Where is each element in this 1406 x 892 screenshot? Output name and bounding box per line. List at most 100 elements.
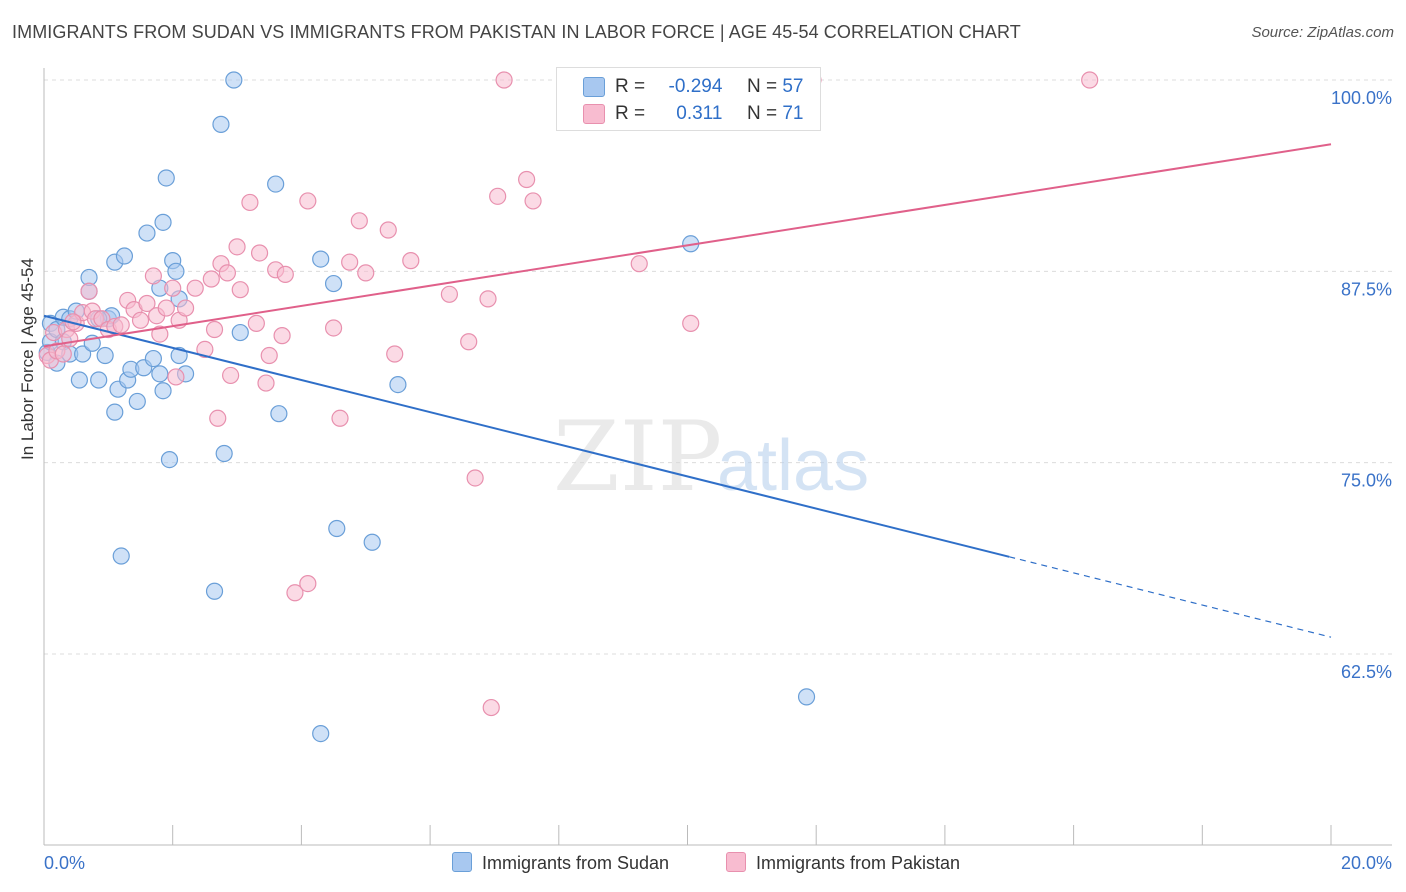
pakistan-point — [218, 264, 236, 282]
legend-row-sudan: R = -0.294 N = 57 — [615, 76, 803, 98]
bottom-legend-swatch-pakistan — [726, 852, 746, 872]
pakistan-point — [176, 299, 195, 317]
pakistan-point — [286, 584, 304, 602]
pakistan-point — [518, 170, 536, 189]
sudan-point — [144, 349, 162, 368]
sudan-point — [170, 346, 188, 365]
sudan-point — [154, 213, 172, 231]
pakistan-point — [260, 346, 278, 365]
sudan-point — [328, 519, 346, 538]
axis-layer — [43, 68, 1392, 846]
pakistan-point — [466, 469, 484, 487]
pakistan-point — [196, 340, 214, 358]
pakistan-point — [186, 279, 204, 297]
pakistan-point — [144, 267, 162, 285]
pakistan-point — [131, 311, 150, 329]
pakistan-point — [231, 281, 249, 299]
pakistan-point — [1081, 71, 1099, 89]
sudan-point — [115, 247, 134, 265]
pakistan-point — [350, 212, 368, 230]
sudan-trend-extension — [1009, 556, 1332, 638]
watermark-zip: ZIP — [553, 401, 722, 513]
pakistan-point — [61, 330, 79, 348]
y-tick-label: 75.0% — [1341, 471, 1392, 491]
pakistan-point — [80, 282, 98, 300]
pakistan-point — [276, 265, 294, 283]
chart-title: IMMIGRANTS FROM SUDAN VS IMMIGRANTS FROM… — [12, 22, 1021, 42]
pakistan-point — [402, 252, 420, 270]
bottom-legend-label-sudan: Immigrants from Sudan — [482, 853, 670, 873]
sudan-point — [160, 451, 179, 469]
pakistan-point — [357, 264, 375, 282]
sudan-point — [225, 71, 243, 89]
source-label: Source: ZipAtlas.com — [1251, 24, 1394, 41]
pakistan-point — [682, 314, 700, 332]
sudan-point — [312, 250, 330, 268]
pakistan-point — [247, 314, 265, 332]
pakistan-point — [157, 299, 175, 317]
pakistan-point — [440, 285, 459, 303]
sudan-point — [167, 262, 185, 280]
legend-pakistan-n-value: 71 — [782, 103, 804, 124]
watermark-atlas: atlas — [717, 426, 869, 506]
legend-pakistan-r-label: R = — [615, 103, 646, 124]
pakistan-point — [386, 345, 404, 363]
tick-label-layer: 62.5% 75.0% 87.5% 100.0% 0.0% 20.0% — [44, 88, 1392, 873]
bottom-legend-swatch-sudan — [452, 852, 472, 872]
sudan-point — [215, 444, 233, 463]
pakistan-point — [379, 221, 397, 239]
pakistan-point — [460, 333, 478, 351]
pakistan-point — [324, 319, 343, 337]
sudan-point — [70, 371, 88, 389]
legend-row-pakistan: R = 0.311 N = 71 — [615, 103, 803, 125]
sudan-point — [157, 169, 175, 187]
legend-pakistan-r-value: 0.311 — [676, 103, 723, 124]
sudan-point — [74, 345, 92, 363]
pakistan-point — [250, 244, 269, 262]
stats-legend: R = -0.294 N = 57 R = 0.311 N = 71 — [556, 67, 821, 131]
legend-sudan-n-label: N = — [746, 76, 778, 97]
legend-pakistan-n-label: N = — [746, 103, 778, 124]
legend-sudan-r-value: -0.294 — [668, 76, 723, 97]
sudan-point — [154, 382, 172, 400]
pakistan-point — [479, 290, 497, 308]
sudan-point — [267, 175, 285, 193]
y-tick-label: 62.5% — [1341, 662, 1392, 682]
pakistan-point — [241, 193, 259, 212]
sudan-point — [231, 323, 249, 342]
sudan-point — [270, 405, 288, 423]
pakistan-point — [489, 187, 507, 205]
pakistan-point — [222, 366, 240, 385]
sudan-point — [106, 403, 124, 421]
x-tick-label: 20.0% — [1341, 853, 1392, 873]
points-layer — [38, 71, 1099, 743]
sudan-point — [212, 115, 230, 133]
sudan-point — [112, 547, 130, 565]
pakistan-point — [138, 294, 156, 313]
legend-sudan-r-label: R = — [615, 76, 646, 97]
sudan-point — [312, 724, 330, 743]
legend-sudan-n-value: 57 — [782, 76, 804, 97]
sudan-point — [324, 274, 343, 293]
y-tick-label: 87.5% — [1341, 279, 1392, 299]
pakistan-point — [331, 409, 349, 427]
sudan-point — [151, 365, 169, 383]
sudan-point — [205, 582, 224, 600]
pakistan-point — [205, 320, 224, 339]
pakistan-point — [202, 270, 220, 288]
y-axis-label: In Labor Force | Age 45-54 — [18, 258, 37, 460]
pakistan-point — [151, 325, 169, 343]
pakistan-point — [273, 327, 291, 345]
legend-swatch-pakistan — [583, 104, 605, 124]
y-tick-label: 100.0% — [1331, 88, 1392, 108]
pakistan-point — [112, 316, 130, 334]
pakistan-point — [495, 71, 513, 89]
pakistan-point — [482, 698, 500, 717]
legend-swatch-sudan — [583, 77, 605, 97]
pakistan-point — [167, 368, 185, 386]
pakistan-point — [257, 374, 275, 392]
bottom-legend-label-pakistan: Immigrants from Pakistan — [756, 853, 961, 873]
x-tick-label: 0.0% — [44, 853, 85, 873]
